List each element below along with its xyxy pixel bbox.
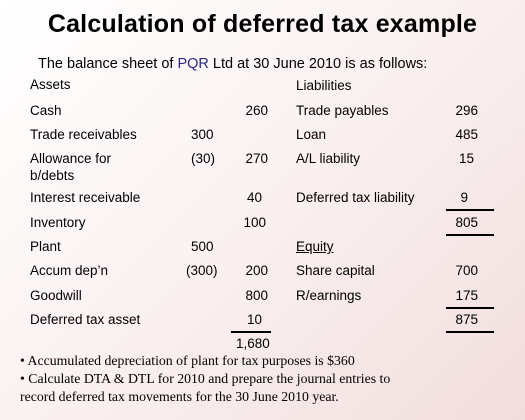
trade-payables-value: 296 <box>455 103 478 118</box>
goodwill-label: Goodwill <box>30 288 82 303</box>
equity-total: 875 <box>455 312 478 327</box>
note-calculate: • Calculate DTA & DTL for 2010 and prepa… <box>20 371 391 386</box>
loan-value: 485 <box>455 127 478 142</box>
equity-total-underline <box>446 331 494 333</box>
share-capital-value: 700 <box>455 263 478 278</box>
subtitle-prefix: The balance sheet of <box>38 56 178 72</box>
allowance-gross: (30) <box>191 151 216 166</box>
r-earnings-label: R/earnings <box>296 288 362 303</box>
r-earnings-value: 175 <box>455 288 478 303</box>
share-capital-label: Share capital <box>296 263 375 278</box>
liabilities-header: Liabilities <box>296 78 352 93</box>
interest-receivable-label: Interest receivable <box>30 190 141 205</box>
interest-receivable-value: 40 <box>246 190 262 205</box>
inventory-value: 100 <box>243 215 266 230</box>
al-liability-label: A/L liability <box>296 151 361 166</box>
equity-header: Equity <box>296 239 334 254</box>
liabilities-subtotal-rule <box>446 209 494 211</box>
loan-label: Loan <box>296 127 327 142</box>
liabilities-subtotal-underline <box>446 234 494 236</box>
inventory-label: Inventory <box>30 215 86 230</box>
allowance-label-line1: Allowance for <box>30 151 112 166</box>
note-calculate-continued: record deferred tax movements for the 30… <box>20 389 339 404</box>
assets-total: 1,680 <box>236 336 270 351</box>
allowance-value: 270 <box>245 151 268 166</box>
assets-header: Assets <box>30 77 71 92</box>
cash-value: 260 <box>245 103 268 118</box>
plant-gross: 500 <box>191 239 214 254</box>
deferred-tax-liability-label: Deferred tax liability <box>296 190 415 205</box>
accum-dep-value: 200 <box>245 263 268 278</box>
trade-receivables-label: Trade receivables <box>30 127 137 142</box>
plant-label: Plant <box>30 239 61 254</box>
page-title: Calculation of deferred tax example <box>47 10 478 38</box>
cash-label: Cash <box>30 103 62 118</box>
al-liability-value: 15 <box>458 151 474 166</box>
company-name: PQR <box>177 56 209 72</box>
trade-receivables-gross: 300 <box>191 127 214 142</box>
deferred-tax-asset-label: Deferred tax asset <box>30 312 141 327</box>
subtitle: The balance sheet of PQR Ltd at 30 June … <box>38 56 427 72</box>
trade-payables-label: Trade payables <box>296 103 389 118</box>
note-depreciation: • Accumulated depreciation of plant for … <box>20 353 355 368</box>
allowance-label-line2: b/debts <box>30 168 75 183</box>
accum-dep-gross: (300) <box>186 263 218 278</box>
assets-total-rule <box>231 331 271 333</box>
liabilities-subtotal: 805 <box>455 215 478 230</box>
deferred-tax-liability-value: 9 <box>460 190 468 205</box>
accum-dep-label: Accum dep’n <box>30 263 109 278</box>
goodwill-value: 800 <box>245 288 268 303</box>
subtitle-suffix: Ltd at 30 June 2010 is as follows: <box>208 56 428 72</box>
notes: • Accumulated depreciation of plant for … <box>20 352 520 406</box>
deferred-tax-asset-value: 10 <box>246 312 262 327</box>
equity-total-rule <box>446 307 494 309</box>
